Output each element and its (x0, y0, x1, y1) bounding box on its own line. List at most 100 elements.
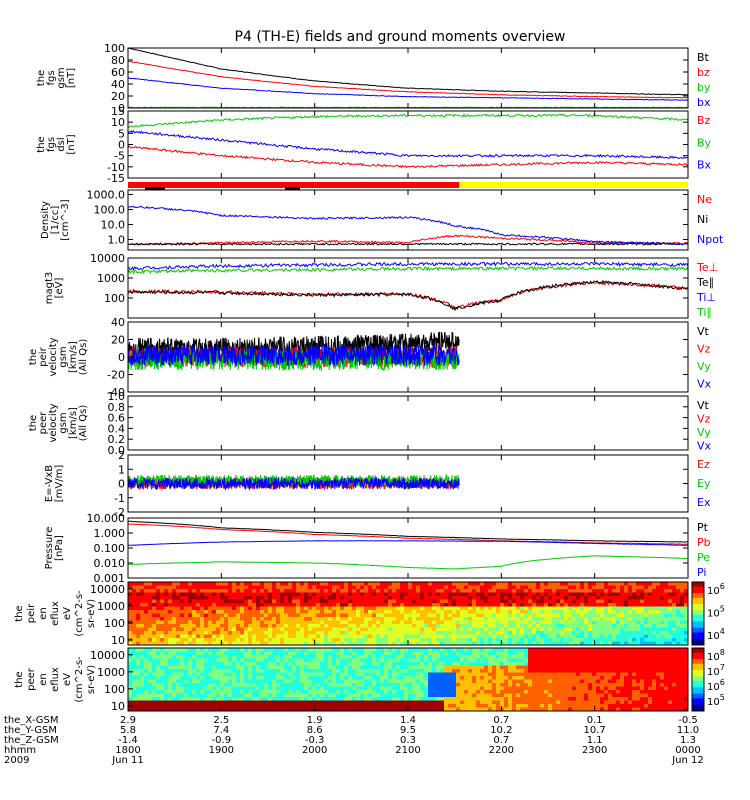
spectrogram-cell (212, 641, 217, 646)
spectrogram-cell (652, 641, 657, 646)
spectrogram-cell (604, 585, 609, 590)
spectrogram-cell (148, 651, 153, 656)
series-fgs-dsl-By (128, 113, 688, 129)
spectrogram-cell (440, 641, 445, 646)
spectrogram-cell (576, 631, 581, 635)
spectrogram-cell (568, 603, 573, 607)
spectrogram-cell (276, 606, 281, 611)
spectrogram-cell (244, 662, 249, 666)
spectrogram-cell (196, 693, 201, 698)
spectrogram-cell (284, 686, 289, 691)
spectrogram-cell (304, 617, 309, 621)
spectrogram-cell (152, 651, 157, 656)
spectrogram-cell (200, 638, 205, 642)
colorbar-cell (692, 586, 704, 589)
spectrogram-cell (588, 617, 593, 621)
spectrogram-cell (164, 617, 169, 621)
spectrogram-cell (520, 610, 525, 614)
spectrogram-cell (364, 599, 369, 604)
spectrogram-cell (492, 627, 497, 632)
spectrogram-cell (480, 620, 485, 625)
spectrogram-cell (444, 665, 449, 670)
spectrogram-cell (680, 631, 685, 635)
spectrogram-cell (568, 641, 573, 646)
spectrogram-cell (180, 634, 185, 639)
spectrogram-cell (424, 690, 429, 694)
spectrogram-cell (192, 697, 197, 701)
spectrogram-cell (344, 658, 349, 663)
spectrogram-cell (276, 620, 281, 625)
spectrogram-cell (376, 648, 381, 652)
spectrogram-cell (280, 582, 285, 586)
spectrogram-cell (132, 603, 137, 607)
spectrogram-cell (348, 669, 353, 673)
spectrogram-cell (164, 627, 169, 632)
spectrogram-cell (580, 617, 585, 621)
spectrogram-cell (316, 596, 321, 600)
spectrogram-cell (452, 690, 457, 694)
spectrogram-cell (368, 662, 373, 666)
spectrogram-cell (316, 617, 321, 621)
spectrogram-cell (568, 617, 573, 621)
spectrogram-cell (532, 704, 537, 708)
spectrogram-cell (184, 655, 189, 659)
spectrogram-cell (356, 676, 361, 680)
spectrogram-cell (264, 620, 269, 625)
spectrogram-cell (284, 690, 289, 694)
spectrogram-cell (308, 617, 313, 621)
spectrogram-cell (592, 631, 597, 635)
spectrogram-cell (504, 620, 509, 625)
spectrogram-cell (156, 669, 161, 673)
spectrogram-cell (384, 599, 389, 604)
y-axis-label: velocity (48, 403, 59, 442)
spectrogram-cell (360, 697, 365, 701)
spectrogram-cell (484, 676, 489, 680)
spectrogram-cell (508, 662, 513, 666)
spectrogram-cell (484, 662, 489, 666)
spectrogram-cell (360, 658, 365, 663)
spectrogram-cell (364, 613, 369, 618)
spectrogram-cell (140, 665, 145, 670)
series-pressure-Pb (128, 523, 688, 545)
spectrogram-cell (504, 686, 509, 691)
spectrogram-cell (268, 589, 273, 593)
spectrogram-cell (348, 610, 353, 614)
spectrogram-cell (524, 610, 529, 614)
spectrogram-cell (608, 585, 613, 590)
spectrogram-cell (572, 613, 577, 618)
spectrogram-cell (668, 638, 673, 642)
spectrogram-cell (576, 669, 581, 673)
spectrogram-cell (556, 648, 561, 652)
spectrogram-cell (548, 690, 553, 694)
colorbar-cell (692, 613, 704, 616)
spectrogram-cell (204, 585, 209, 590)
spectrogram-cell (320, 651, 325, 656)
spectrogram-cell (288, 599, 293, 604)
spectrogram-cell (476, 662, 481, 666)
legend-Vy: Vy (697, 426, 711, 439)
spectrogram-cell (412, 638, 417, 642)
spectrogram-cell (476, 690, 481, 694)
spectrogram-cell (420, 613, 425, 618)
spectrogram-cell (152, 631, 157, 635)
spectrogram-cell (588, 610, 593, 614)
spectrogram-cell (664, 631, 669, 635)
spectrogram-cell (364, 662, 369, 666)
spectrogram-cell (520, 665, 525, 670)
spectrogram-cell (144, 707, 149, 712)
spectrogram-cell (500, 707, 505, 712)
spectrogram-cell (232, 655, 237, 659)
spectrogram-cell (156, 638, 161, 642)
spectrogram-cell (212, 648, 217, 652)
spectrogram-cell (524, 651, 529, 656)
spectrogram-cell (528, 627, 533, 632)
spectrogram-cell (228, 617, 233, 621)
spectrogram-cell (384, 707, 389, 712)
spectrogram-cell (460, 648, 465, 652)
y-tick-label: 1.000 (94, 527, 126, 540)
spectrogram-cell (212, 707, 217, 712)
spectrogram-cell (220, 697, 225, 701)
spectrogram-cell (652, 606, 657, 611)
spectrogram-cell (468, 585, 473, 590)
spectrogram-cell (428, 679, 433, 684)
